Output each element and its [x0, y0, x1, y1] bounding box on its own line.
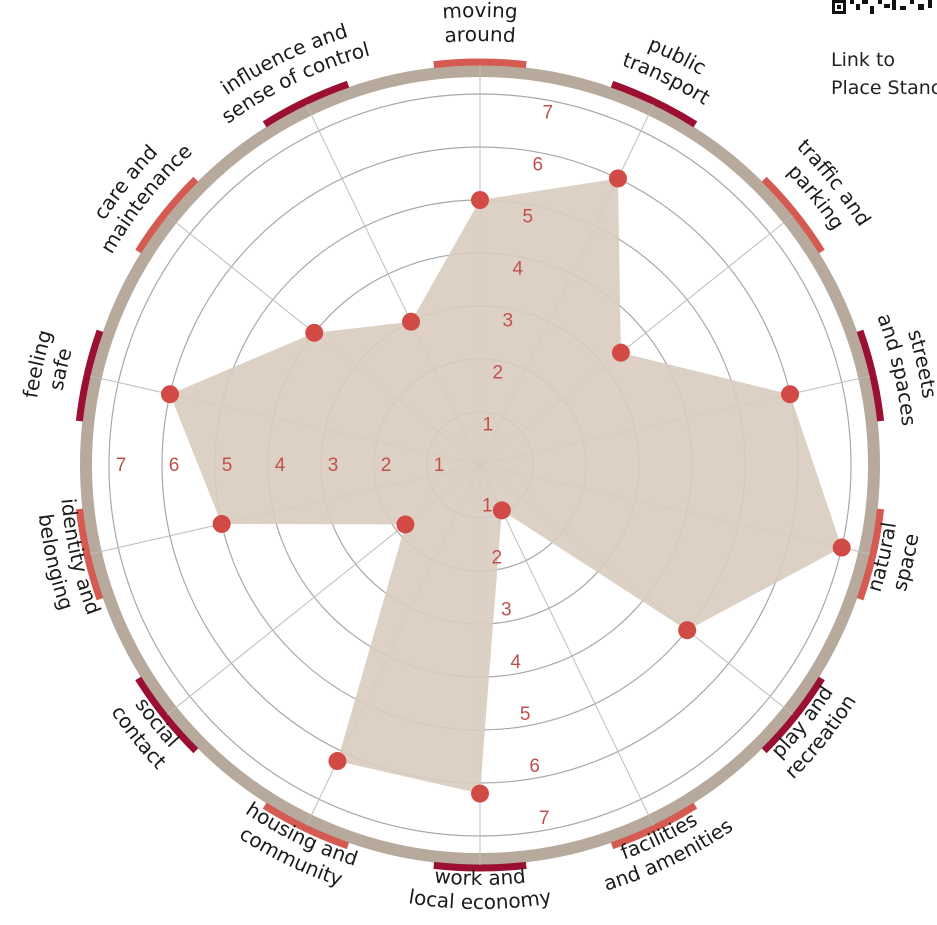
- scale-tick-label: 5: [522, 207, 533, 228]
- scale-tick-label: 5: [520, 704, 531, 725]
- data-point: [160, 385, 179, 404]
- data-point: [678, 621, 697, 640]
- category-accent-arc: [75, 508, 104, 601]
- place-standard-link[interactable]: Link to Place Stanc: [831, 46, 937, 102]
- category-accent-arc: [262, 80, 350, 128]
- data-point: [608, 169, 627, 188]
- scale-tick-label: 6: [169, 455, 180, 476]
- scale-tick-label: 6: [529, 756, 540, 777]
- scale-tick-label: 1: [482, 495, 493, 516]
- category-accent-arc: [610, 80, 698, 128]
- data-point: [832, 538, 851, 557]
- scale-tick-label: 1: [482, 415, 493, 436]
- category-accent-arc: [433, 58, 527, 69]
- scale-tick-label: 1: [434, 455, 445, 476]
- category-accent-arc: [856, 508, 885, 601]
- data-point: [305, 323, 324, 342]
- scale-tick-label: 3: [502, 311, 513, 332]
- data-point: [328, 752, 347, 771]
- data-point: [471, 784, 489, 803]
- scale-tick-label: 2: [381, 455, 392, 476]
- data-point: [402, 312, 421, 331]
- category-label: work and: [433, 864, 526, 890]
- category-accent-arc: [761, 676, 825, 754]
- scale-tick-label: 4: [275, 455, 286, 476]
- scale-tick-label: 6: [533, 155, 544, 176]
- category-label: moving: [442, 0, 519, 23]
- category-accent-arc: [135, 176, 199, 254]
- score-polygon: [169, 178, 842, 794]
- spoke-line: [479, 464, 655, 826]
- scale-tick-label: 7: [539, 808, 550, 829]
- scale-tick-label: 3: [328, 455, 339, 476]
- category-accent-arc: [262, 802, 350, 850]
- scale-tick-label: 7: [543, 102, 554, 123]
- category-accent-arc: [433, 861, 527, 872]
- category-accent-arc: [856, 329, 885, 422]
- category-accent-arc: [761, 176, 825, 254]
- category-accent-arc: [135, 676, 199, 754]
- link-line-2: Place Stanc: [831, 77, 937, 99]
- scale-tick-label: 7: [116, 455, 127, 476]
- category-accent-arc: [75, 329, 104, 422]
- scale-tick-label: 4: [512, 259, 523, 280]
- data-point: [611, 343, 630, 362]
- category-accent-arc: [610, 802, 698, 850]
- data-point: [471, 191, 489, 209]
- data-point: [781, 385, 800, 404]
- scale-tick-label: 5: [222, 455, 233, 476]
- data-point: [212, 514, 231, 533]
- data-point: [492, 501, 511, 520]
- scale-tick-label: 2: [491, 547, 502, 568]
- scale-tick-label: 4: [510, 652, 521, 673]
- link-line-1: Link to: [831, 49, 896, 71]
- category-label: around: [444, 22, 517, 47]
- qr-code-icon: [832, 0, 932, 14]
- data-point: [396, 515, 415, 534]
- scale-tick-label: 3: [501, 600, 512, 621]
- scale-tick-label: 2: [492, 363, 503, 384]
